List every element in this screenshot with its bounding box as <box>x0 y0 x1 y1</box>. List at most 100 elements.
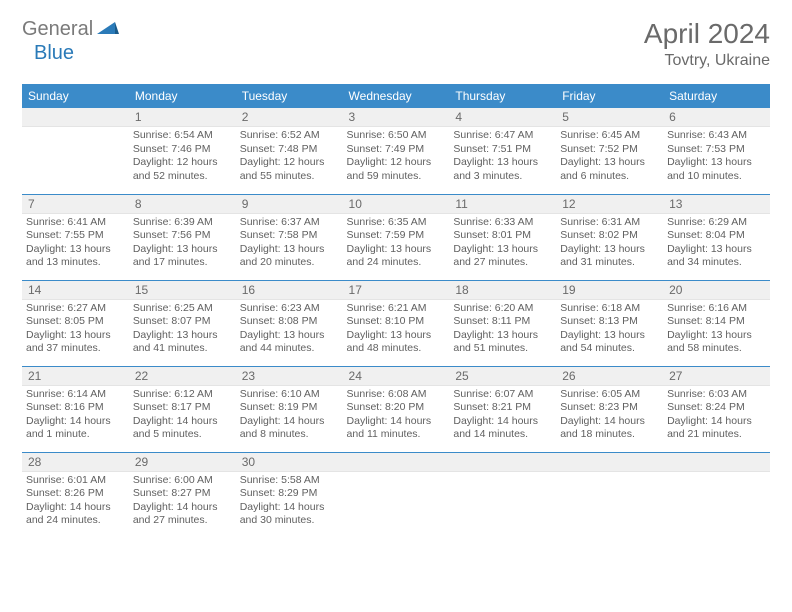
sunset-line: Sunset: 8:11 PM <box>453 315 552 329</box>
day-details: Sunrise: 6:39 AMSunset: 7:56 PMDaylight:… <box>129 214 236 275</box>
day-cell: 11Sunrise: 6:33 AMSunset: 8:01 PMDayligh… <box>449 194 556 280</box>
sunset-line: Sunset: 8:04 PM <box>667 229 766 243</box>
day-details: Sunrise: 6:21 AMSunset: 8:10 PMDaylight:… <box>343 300 450 361</box>
day-details: Sunrise: 6:08 AMSunset: 8:20 PMDaylight:… <box>343 386 450 447</box>
daylight-line: Daylight: 12 hours and 59 minutes. <box>347 156 446 183</box>
title-block: April 2024 Tovtry, Ukraine <box>644 18 770 70</box>
daylight-line: Daylight: 13 hours and 10 minutes. <box>667 156 766 183</box>
day-details: Sunrise: 6:47 AMSunset: 7:51 PMDaylight:… <box>449 127 556 188</box>
day-number: 27 <box>663 367 770 386</box>
day-number <box>449 453 556 472</box>
day-cell: 30Sunrise: 5:58 AMSunset: 8:29 PMDayligh… <box>236 452 343 538</box>
day-details: Sunrise: 6:07 AMSunset: 8:21 PMDaylight:… <box>449 386 556 447</box>
daylight-line: Daylight: 14 hours and 30 minutes. <box>240 501 339 528</box>
sunrise-line: Sunrise: 6:21 AM <box>347 302 446 316</box>
day-number: 14 <box>22 281 129 300</box>
daylight-line: Daylight: 14 hours and 14 minutes. <box>453 415 552 442</box>
sunrise-line: Sunrise: 6:00 AM <box>133 474 232 488</box>
day-cell: 8Sunrise: 6:39 AMSunset: 7:56 PMDaylight… <box>129 194 236 280</box>
day-cell: 17Sunrise: 6:21 AMSunset: 8:10 PMDayligh… <box>343 280 450 366</box>
sunrise-line: Sunrise: 6:45 AM <box>560 129 659 143</box>
day-number: 2 <box>236 108 343 127</box>
day-number: 25 <box>449 367 556 386</box>
daylight-line: Daylight: 14 hours and 1 minute. <box>26 415 125 442</box>
daylight-line: Daylight: 13 hours and 13 minutes. <box>26 243 125 270</box>
day-header: Tuesday <box>236 84 343 108</box>
sunrise-line: Sunrise: 6:03 AM <box>667 388 766 402</box>
day-number: 5 <box>556 108 663 127</box>
day-details: Sunrise: 6:25 AMSunset: 8:07 PMDaylight:… <box>129 300 236 361</box>
daylight-line: Daylight: 13 hours and 41 minutes. <box>133 329 232 356</box>
day-cell: 23Sunrise: 6:10 AMSunset: 8:19 PMDayligh… <box>236 366 343 452</box>
sunrise-line: Sunrise: 6:18 AM <box>560 302 659 316</box>
day-cell: 12Sunrise: 6:31 AMSunset: 8:02 PMDayligh… <box>556 194 663 280</box>
sunset-line: Sunset: 8:24 PM <box>667 401 766 415</box>
daylight-line: Daylight: 13 hours and 34 minutes. <box>667 243 766 270</box>
week-row: 14Sunrise: 6:27 AMSunset: 8:05 PMDayligh… <box>22 280 770 366</box>
sunrise-line: Sunrise: 6:35 AM <box>347 216 446 230</box>
daylight-line: Daylight: 13 hours and 3 minutes. <box>453 156 552 183</box>
day-header: Monday <box>129 84 236 108</box>
week-row: 1Sunrise: 6:54 AMSunset: 7:46 PMDaylight… <box>22 108 770 194</box>
day-number: 4 <box>449 108 556 127</box>
day-number: 30 <box>236 453 343 472</box>
day-number: 7 <box>22 195 129 214</box>
sunset-line: Sunset: 7:53 PM <box>667 143 766 157</box>
day-number: 13 <box>663 195 770 214</box>
day-cell: 24Sunrise: 6:08 AMSunset: 8:20 PMDayligh… <box>343 366 450 452</box>
day-details: Sunrise: 6:33 AMSunset: 8:01 PMDaylight:… <box>449 214 556 275</box>
sunrise-line: Sunrise: 6:37 AM <box>240 216 339 230</box>
daylight-line: Daylight: 13 hours and 48 minutes. <box>347 329 446 356</box>
sunset-line: Sunset: 7:58 PM <box>240 229 339 243</box>
daylight-line: Daylight: 14 hours and 5 minutes. <box>133 415 232 442</box>
day-details: Sunrise: 6:23 AMSunset: 8:08 PMDaylight:… <box>236 300 343 361</box>
sunrise-line: Sunrise: 6:16 AM <box>667 302 766 316</box>
day-details: Sunrise: 6:54 AMSunset: 7:46 PMDaylight:… <box>129 127 236 188</box>
day-cell <box>556 452 663 538</box>
daylight-line: Daylight: 13 hours and 54 minutes. <box>560 329 659 356</box>
daylight-line: Daylight: 13 hours and 24 minutes. <box>347 243 446 270</box>
daylight-line: Daylight: 13 hours and 31 minutes. <box>560 243 659 270</box>
sunrise-line: Sunrise: 6:23 AM <box>240 302 339 316</box>
day-number: 9 <box>236 195 343 214</box>
day-number: 23 <box>236 367 343 386</box>
location-subtitle: Tovtry, Ukraine <box>644 52 770 70</box>
sunrise-line: Sunrise: 6:33 AM <box>453 216 552 230</box>
sunset-line: Sunset: 8:19 PM <box>240 401 339 415</box>
day-cell: 18Sunrise: 6:20 AMSunset: 8:11 PMDayligh… <box>449 280 556 366</box>
day-number: 12 <box>556 195 663 214</box>
calendar-table: SundayMondayTuesdayWednesdayThursdayFrid… <box>22 84 770 538</box>
day-details: Sunrise: 6:29 AMSunset: 8:04 PMDaylight:… <box>663 214 770 275</box>
sunrise-line: Sunrise: 6:20 AM <box>453 302 552 316</box>
day-number: 28 <box>22 453 129 472</box>
day-number: 19 <box>556 281 663 300</box>
day-cell: 13Sunrise: 6:29 AMSunset: 8:04 PMDayligh… <box>663 194 770 280</box>
day-details: Sunrise: 6:43 AMSunset: 7:53 PMDaylight:… <box>663 127 770 188</box>
day-details: Sunrise: 6:20 AMSunset: 8:11 PMDaylight:… <box>449 300 556 361</box>
day-cell <box>22 108 129 194</box>
day-details: Sunrise: 6:00 AMSunset: 8:27 PMDaylight:… <box>129 472 236 533</box>
day-details: Sunrise: 6:03 AMSunset: 8:24 PMDaylight:… <box>663 386 770 447</box>
brand-logo: General <box>22 18 121 41</box>
sunset-line: Sunset: 7:55 PM <box>26 229 125 243</box>
sunset-line: Sunset: 8:23 PM <box>560 401 659 415</box>
sunrise-line: Sunrise: 6:27 AM <box>26 302 125 316</box>
sunrise-line: Sunrise: 6:08 AM <box>347 388 446 402</box>
day-details: Sunrise: 5:58 AMSunset: 8:29 PMDaylight:… <box>236 472 343 533</box>
sunset-line: Sunset: 8:14 PM <box>667 315 766 329</box>
day-cell: 10Sunrise: 6:35 AMSunset: 7:59 PMDayligh… <box>343 194 450 280</box>
daylight-line: Daylight: 13 hours and 44 minutes. <box>240 329 339 356</box>
daylight-line: Daylight: 14 hours and 21 minutes. <box>667 415 766 442</box>
day-number: 6 <box>663 108 770 127</box>
sunset-line: Sunset: 7:51 PM <box>453 143 552 157</box>
sunset-line: Sunset: 7:48 PM <box>240 143 339 157</box>
sunset-line: Sunset: 8:07 PM <box>133 315 232 329</box>
daylight-line: Daylight: 12 hours and 52 minutes. <box>133 156 232 183</box>
day-details: Sunrise: 6:50 AMSunset: 7:49 PMDaylight:… <box>343 127 450 188</box>
day-number: 22 <box>129 367 236 386</box>
header: General April 2024 Tovtry, Ukraine <box>22 18 770 70</box>
sunrise-line: Sunrise: 6:31 AM <box>560 216 659 230</box>
sunset-line: Sunset: 7:59 PM <box>347 229 446 243</box>
day-cell: 20Sunrise: 6:16 AMSunset: 8:14 PMDayligh… <box>663 280 770 366</box>
sunset-line: Sunset: 8:20 PM <box>347 401 446 415</box>
